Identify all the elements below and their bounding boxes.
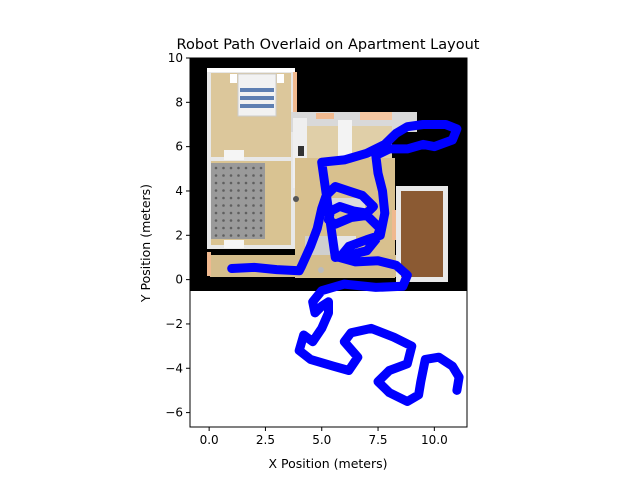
- floor-plan-image: [190, 58, 467, 291]
- x-tick-label: 5.0: [312, 433, 331, 447]
- axes-frame: [189, 57, 468, 428]
- x-axis-ticks: 0.0 2.5 5.0 7.5 10.0: [200, 427, 448, 447]
- x-tick-label: 2.5: [256, 433, 275, 447]
- x-tick-label: 10.0: [421, 433, 448, 447]
- y-tick-label: 10: [168, 51, 183, 65]
- chart-title: Robot Path Overlaid on Apartment Layout: [177, 37, 480, 53]
- plot-area: [189, 57, 468, 428]
- y-tick-label: 8: [175, 95, 183, 109]
- y-tick-label: 4: [175, 184, 183, 198]
- x-tick-label: 0.0: [200, 433, 219, 447]
- y-tick-label: 6: [175, 140, 183, 154]
- robot-path-line: [227, 120, 464, 406]
- x-tick-label: 7.5: [368, 433, 387, 447]
- y-tick-label: −6: [165, 406, 183, 420]
- y-tick-label: 2: [175, 228, 183, 242]
- y-tick-label: −2: [165, 317, 183, 331]
- y-axis-label: Y Position (meters): [138, 184, 153, 303]
- y-tick-label: 0: [175, 273, 183, 287]
- y-axis-ticks: −6 −4 −2 0 2 4 6 8 10: [165, 51, 190, 420]
- y-tick-label: −4: [165, 361, 183, 375]
- x-axis-label: X Position (meters): [268, 456, 387, 471]
